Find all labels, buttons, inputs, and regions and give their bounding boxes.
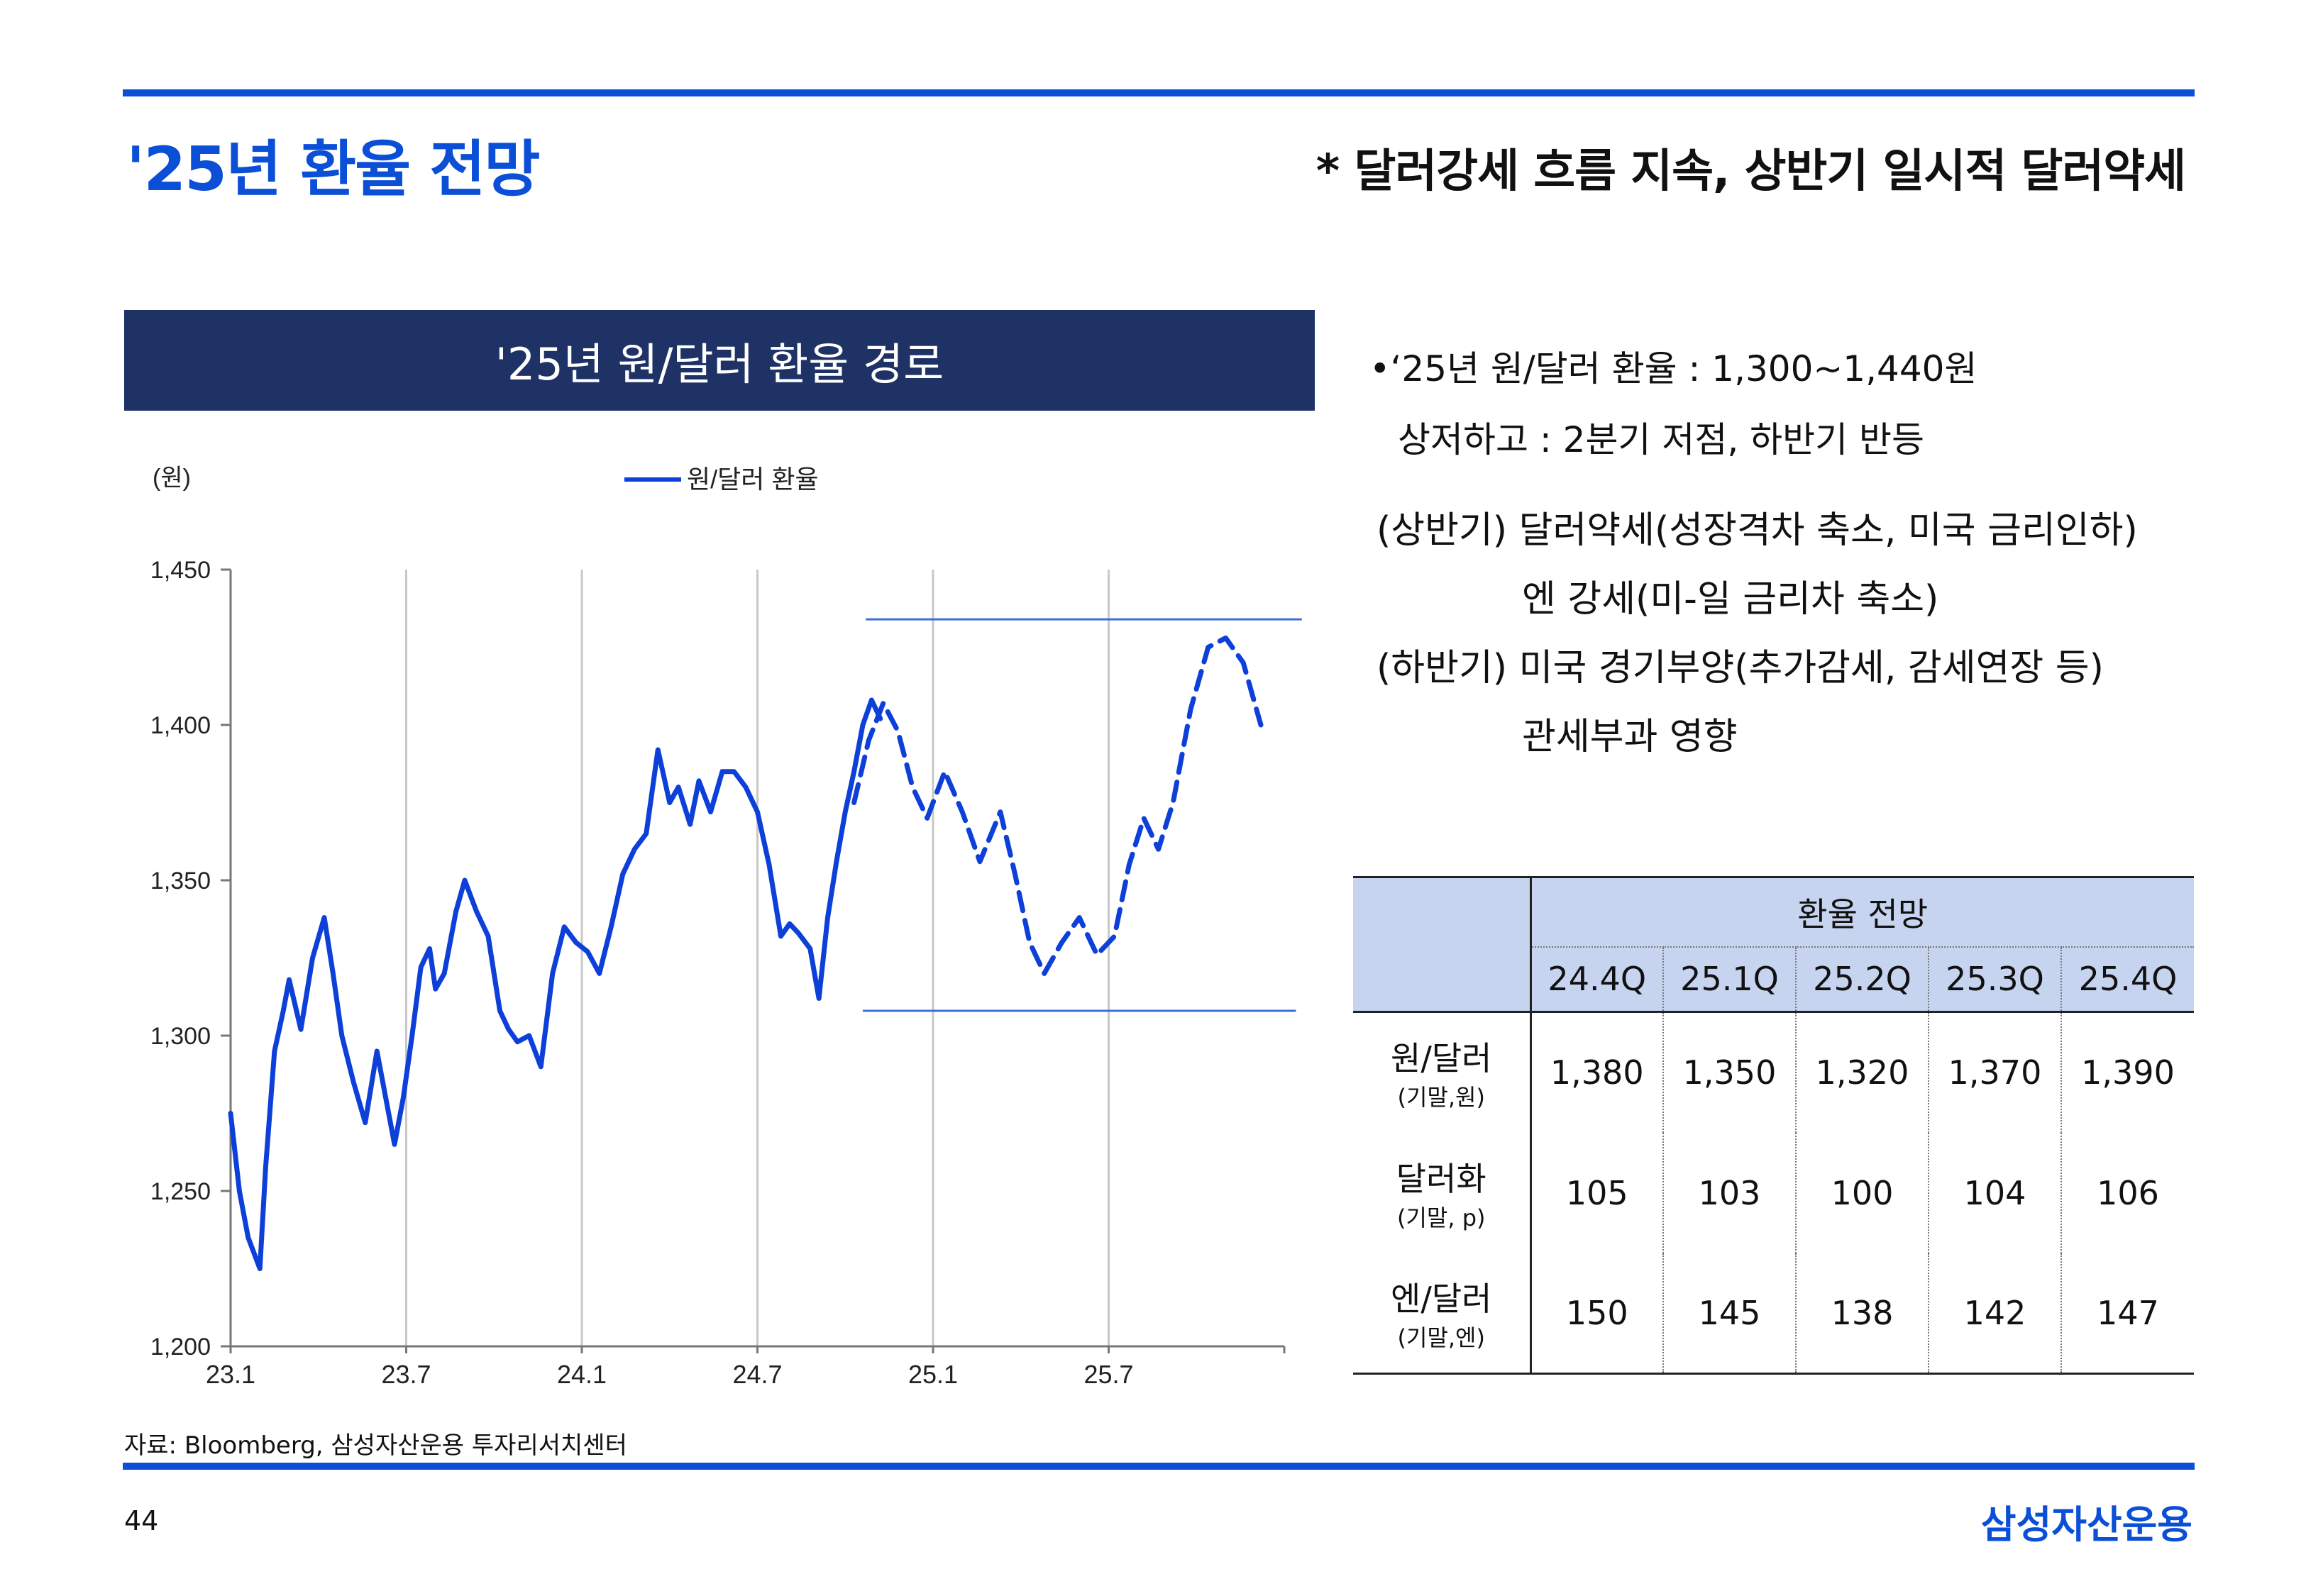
- table-group-header: 환율 전망: [1530, 876, 2194, 948]
- page-title: '25년 환율 전망: [126, 134, 540, 205]
- y-tick-label: 1,200: [150, 1334, 211, 1361]
- cell: 147: [2061, 1253, 2194, 1375]
- y-tick-label: 1,250: [150, 1178, 211, 1205]
- note-tariff: 관세부과 영향: [1522, 716, 1738, 758]
- cell: 138: [1796, 1253, 1929, 1375]
- note-second-half: (하반기) 미국 경기부양(추가감세, 감세연장 등): [1377, 647, 2104, 689]
- cell: 1,350: [1663, 1012, 1797, 1133]
- cell: 106: [2097, 1173, 2159, 1212]
- col-header: 25.1Q: [1663, 946, 1797, 1013]
- y-tick-label: 1,300: [150, 1023, 211, 1050]
- y-tick-label: 1,400: [150, 712, 211, 739]
- legend-label: 원/달러 환율: [687, 465, 819, 494]
- cell: 1,320: [1796, 1012, 1929, 1133]
- actual-line: [228, 697, 883, 1271]
- cell: 142: [1929, 1253, 2062, 1375]
- cell: 105: [1530, 1132, 1664, 1253]
- col-header: 25.3Q: [1929, 946, 2062, 1013]
- chart-title-banner: '25년 원/달러 환율 경로: [124, 310, 1315, 411]
- row-label-sub: (기말,원): [1397, 1084, 1485, 1112]
- table-row: 달러화 (기말, p) 105 103 100 104 106: [1353, 1132, 2194, 1253]
- y-tick-label: 1,450: [150, 557, 211, 584]
- top-rule: [123, 89, 2195, 96]
- outlook-bullets: •‘25년 원/달러 환율 : 1,300~1,440원 상저하고 : 2분기 …: [1369, 333, 1977, 475]
- row-label-text: 엔/달러: [1391, 1279, 1492, 1318]
- y-axis-unit: (원): [153, 465, 191, 492]
- note-first-half: (상반기) 달러약세(성장격차 축소, 미국 금리인하): [1377, 509, 2138, 552]
- col-header: 25.4Q: [2061, 946, 2194, 1013]
- cell: 1,390: [2081, 1053, 2175, 1092]
- x-tick-label: 23.1: [206, 1360, 255, 1389]
- headline: * 달러강세 흐름 지속, 상반기 일시적 달러약세: [1315, 145, 2186, 198]
- forecast-line: [851, 635, 1264, 976]
- row-label: 달러화 (기말, p): [1353, 1132, 1532, 1253]
- x-tick-label: 25.7: [1083, 1360, 1133, 1389]
- row-label: 원/달러 (기말,원): [1353, 1012, 1532, 1133]
- source-note: 자료: Bloomberg, 삼성자산운용 투자리서치센터: [124, 1431, 627, 1460]
- cell: 104: [1929, 1132, 2062, 1253]
- table-row: 엔/달러 (기말,엔) 150 145 138 142 147: [1353, 1253, 2194, 1375]
- bottom-rule: [123, 1463, 2195, 1470]
- cell: 100: [1796, 1132, 1929, 1253]
- row-label-sub: (기말,엔): [1397, 1324, 1485, 1351]
- x-tick-label: 24.7: [732, 1360, 782, 1389]
- row-label-text: 원/달러: [1391, 1039, 1492, 1078]
- cell: 150: [1530, 1253, 1664, 1375]
- table-row: 원/달러 (기말,원) 1,380 1,350 1,320 1,370 1,39…: [1353, 1012, 2194, 1133]
- cell: 145: [1663, 1253, 1797, 1375]
- outlook-notes: (상반기) 달러약세(성장격차 축소, 미국 금리인하) 엔 강세(미-일 금리…: [1377, 497, 2138, 772]
- cell: 1,380: [1530, 1012, 1664, 1133]
- cell: 1,370: [1929, 1012, 2062, 1133]
- col-header: 24.4Q: [1530, 946, 1664, 1013]
- table-corner: [1353, 876, 1532, 1013]
- row-label-sub: (기말, p): [1396, 1204, 1486, 1231]
- page-number: 44: [124, 1505, 159, 1536]
- bullet-path: 상저하고 : 2분기 저점, 하반기 반등: [1398, 419, 1925, 460]
- note-yen: 엔 강세(미-일 금리차 축소): [1522, 578, 1939, 621]
- col-header: 25.2Q: [1796, 946, 1929, 1013]
- brand-logo-text: 삼성자산운용: [1980, 1502, 2192, 1547]
- x-tick-label: 24.1: [557, 1360, 607, 1389]
- row-label-text: 달러화: [1396, 1159, 1486, 1198]
- x-tick-label: 23.7: [381, 1360, 431, 1389]
- cell: 103: [1663, 1132, 1797, 1253]
- forecast-table: 환율 전망 24.4Q 25.1Q 25.2Q 25.3Q 25.4Q 원/달러…: [1353, 876, 2194, 1375]
- row-label: 엔/달러 (기말,엔): [1353, 1253, 1532, 1375]
- y-tick-label: 1,350: [150, 868, 211, 894]
- x-tick-label: 25.1: [908, 1360, 958, 1389]
- exchange-rate-chart: 1,200 1,250 1,300 1,350 1,400 1,450 23.1 23.7 24…: [150, 465, 1302, 1389]
- bullet-range: •‘25년 원/달러 환율 : 1,300~1,440원: [1369, 348, 1977, 389]
